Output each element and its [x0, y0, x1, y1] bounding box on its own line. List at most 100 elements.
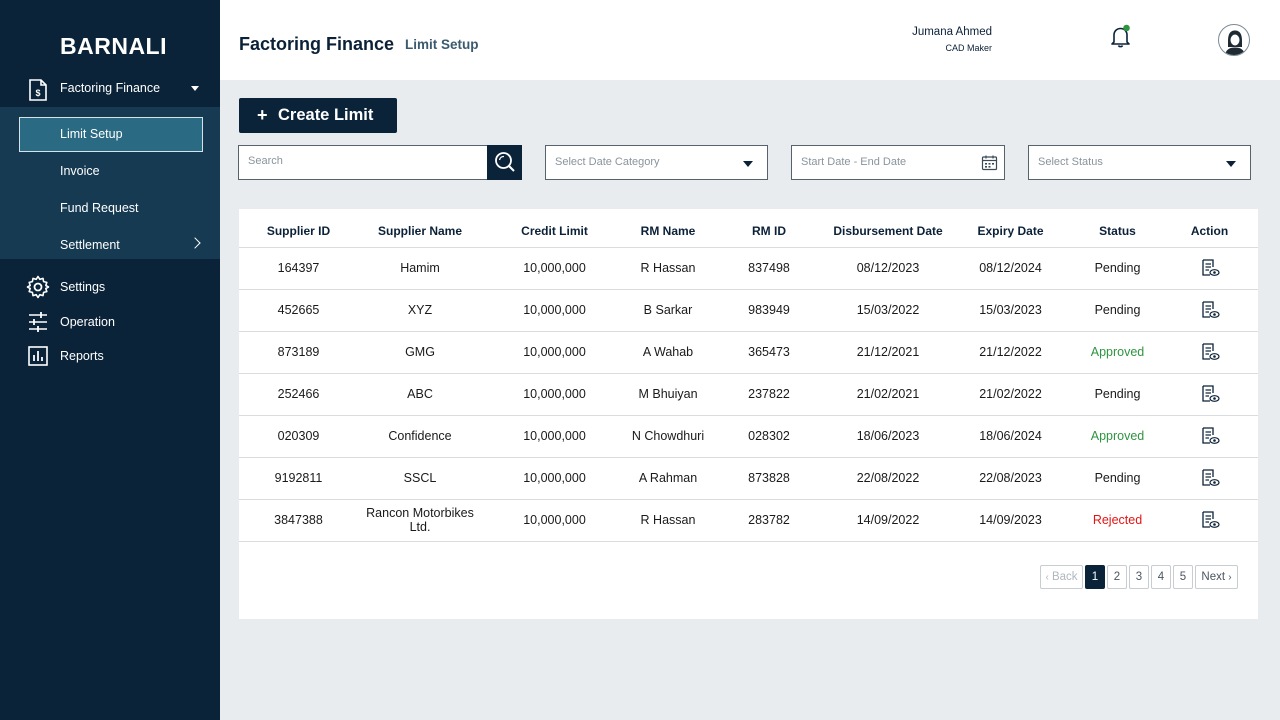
column-header: Disbursement Date [833, 223, 943, 238]
cell-expiry-date: 08/12/2024 [947, 246, 1074, 289]
cell-status: Rejected [1074, 498, 1161, 542]
date-category-placeholder: Select Date Category [555, 156, 660, 168]
table-row: 164397 Hamim 10,000,000 R Hassan 837498 08/12… [239, 246, 1258, 289]
table-row: 452665 XYZ 10,000,000 B Sarkar 983949 15/03/2… [239, 288, 1258, 331]
notification-bell-icon[interactable] [1109, 24, 1133, 48]
limit-table: Supplier ID Supplier Name Credit Limit RM N… [239, 209, 1258, 542]
cell-supplier-id: 873189 [239, 330, 358, 373]
cell-credit-limit: 10,000,000 [482, 246, 627, 289]
cell-disbursement-date: 21/12/2021 [829, 330, 947, 373]
cell-supplier-id: 9192811 [239, 456, 358, 499]
cell-action [1161, 498, 1258, 542]
view-document-icon[interactable] [1200, 385, 1220, 403]
table-row: 9192811 SSCL 10,000,000 A Rahman 873828 22/08… [239, 456, 1258, 499]
cell-supplier-name: Confidence [358, 414, 482, 457]
table-body: 164397 Hamim 10,000,000 R Hassan 837498 08/12… [239, 246, 1258, 542]
pagination-page-3[interactable]: 3 [1129, 565, 1149, 589]
sidebar-item-settlement[interactable]: Settlement [60, 238, 120, 252]
sidebar-item-operation[interactable]: Operation [0, 307, 220, 337]
cell-expiry-date: 14/09/2023 [947, 498, 1074, 542]
pagination-page-1[interactable]: 1 [1085, 565, 1105, 589]
cell-disbursement-date: 22/08/2022 [829, 456, 947, 499]
cell-supplier-id: 252466 [239, 372, 358, 415]
avatar[interactable] [1218, 24, 1250, 56]
brand-logo: BARNALI [60, 33, 167, 59]
cell-credit-limit: 10,000,000 [482, 330, 627, 373]
calendar-icon [981, 155, 998, 171]
view-document-icon[interactable] [1200, 469, 1220, 487]
cell-supplier-id: 164397 [239, 246, 358, 289]
sidebar-item-reports[interactable]: Reports [0, 341, 220, 371]
view-document-icon[interactable] [1200, 427, 1220, 445]
search-icon [495, 152, 515, 172]
sidebar-item-label: Settings [60, 280, 106, 294]
column-header: Supplier ID [266, 223, 331, 238]
cell-rm-id: 237822 [709, 372, 829, 415]
create-limit-button[interactable]: + Create Limit [239, 98, 397, 133]
cell-expiry-date: 22/08/2023 [947, 456, 1074, 499]
cell-supplier-id: 3847388 [239, 498, 358, 542]
date-category-select[interactable]: Select Date Category [545, 145, 768, 180]
sidebar-submenu: Limit Setup Invoice Fund Request Settlem… [0, 107, 220, 259]
sidebar-item-label: Limit Setup [60, 127, 123, 141]
view-document-icon[interactable] [1200, 343, 1220, 361]
sidebar-item-label: Factoring Finance [60, 81, 161, 95]
column-header: Action [1190, 223, 1229, 238]
view-document-icon[interactable] [1200, 259, 1220, 277]
date-range-placeholder: Start Date - End Date [801, 156, 907, 168]
cell-rm-name: B Sarkar [627, 288, 709, 331]
view-document-icon[interactable] [1200, 301, 1220, 319]
document-dollar-icon: $ [29, 79, 47, 101]
plus-icon: + [257, 105, 268, 125]
search-button[interactable] [487, 145, 522, 180]
cell-expiry-date: 18/06/2024 [947, 414, 1074, 457]
cell-supplier-name: ABC [358, 372, 482, 415]
cell-action [1161, 456, 1258, 499]
cell-supplier-name: SSCL [358, 456, 482, 499]
cell-action [1161, 246, 1258, 289]
user-avatar-icon [1225, 30, 1245, 55]
date-range-picker[interactable]: Start Date - End Date [791, 145, 1005, 180]
cell-supplier-name: Hamim [358, 246, 482, 289]
limit-table-panel: Supplier ID Supplier Name Credit Limit RM N… [239, 209, 1258, 619]
sidebar-item-label: Operation [60, 315, 115, 329]
cell-rm-name: N Chowdhuri [627, 414, 709, 457]
cell-action [1161, 372, 1258, 415]
column-header: Expiry Date [977, 223, 1044, 238]
search-field[interactable] [238, 145, 488, 180]
table-row: 020309 Confidence 10,000,000 N Chowdhuri 028… [239, 414, 1258, 457]
sidebar-item-fund-request[interactable]: Fund Request [60, 201, 139, 215]
cell-expiry-date: 15/03/2023 [947, 288, 1074, 331]
cell-supplier-name: Rancon Motorbikes Ltd. [358, 498, 482, 542]
cell-rm-id: 873828 [709, 456, 829, 499]
cell-credit-limit: 10,000,000 [482, 498, 627, 542]
cell-supplier-id: 452665 [239, 288, 358, 331]
status-select[interactable]: Select Status [1028, 145, 1251, 180]
caret-down-icon [1226, 161, 1236, 167]
cell-action [1161, 330, 1258, 373]
pagination-next-button[interactable]: Next › [1195, 565, 1238, 589]
pagination-back-button[interactable]: ‹ Back [1040, 565, 1083, 589]
sidebar-item-invoice[interactable]: Invoice [60, 164, 100, 178]
pagination-page-5[interactable]: 5 [1173, 565, 1193, 589]
sidebar-item-factoring-finance[interactable]: $ Factoring Finance [0, 70, 220, 107]
cell-credit-limit: 10,000,000 [482, 456, 627, 499]
caret-down-icon[interactable] [191, 86, 199, 91]
pagination-page-4[interactable]: 4 [1151, 565, 1171, 589]
cell-action [1161, 288, 1258, 331]
sidebar-item-settings[interactable]: Settings [0, 272, 220, 302]
table-row: 3847388 Rancon Motorbikes Ltd. 10,000,000 R… [239, 498, 1258, 542]
sidebar: BARNALI $ Factoring Finance Limit Setup … [0, 0, 220, 720]
column-header: Supplier Name [377, 223, 463, 238]
sidebar-item-limit-setup[interactable]: Limit Setup [19, 117, 203, 152]
view-document-icon[interactable] [1200, 511, 1220, 529]
search-input[interactable] [248, 155, 478, 167]
cell-credit-limit: 10,000,000 [482, 414, 627, 457]
pagination-page-2[interactable]: 2 [1107, 565, 1127, 589]
cell-rm-id: 983949 [709, 288, 829, 331]
cell-supplier-id: 020309 [239, 414, 358, 457]
cell-disbursement-date: 08/12/2023 [829, 246, 947, 289]
page-title: Factoring Finance [239, 34, 395, 54]
column-header: Status [1099, 223, 1136, 238]
chevron-right-icon[interactable] [189, 237, 201, 249]
